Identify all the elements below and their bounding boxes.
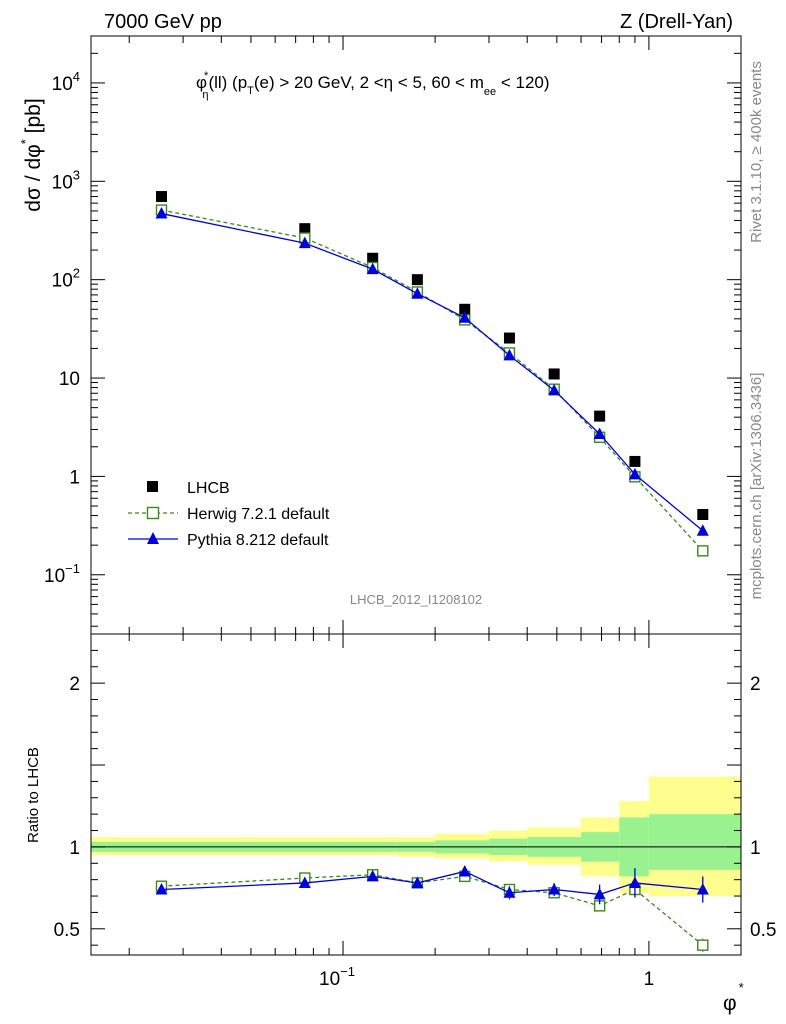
ratio-y-axis-label: Ratio to LHCB — [25, 747, 42, 843]
main-point-pythia-8-212-default — [696, 524, 709, 536]
ratio-point-herwig-7-2-1-default — [697, 939, 709, 951]
x-tick-labels: 10−1 1 — [319, 964, 654, 990]
ratio-line-herwig-7-2-1-default — [161, 874, 704, 946]
title-main: (ll) (p — [208, 73, 247, 92]
title-rest2: < 120) — [496, 73, 549, 92]
ratio-point-pythia-8-212-default — [366, 869, 379, 882]
mcplots-info-text: mcplots.cern.ch [arXiv:1306.3436] — [748, 373, 765, 600]
ylabel-unit: [pb] — [22, 98, 45, 139]
ratio-point-pythia-8-212-default — [503, 886, 516, 898]
ratio-y-tick-label-right: 1 — [750, 838, 761, 859]
title-t-sub: T — [247, 85, 254, 97]
ratio-y-tick-label-right: 0.5 — [750, 920, 776, 941]
main-point-lhcb — [548, 368, 560, 380]
main-point-lhcb — [594, 410, 606, 422]
main-point-lhcb — [697, 508, 709, 520]
ratio-point-pythia-8-212-default — [593, 887, 606, 900]
x-tick-label: 1 — [644, 969, 655, 990]
ratio-point-pythia-8-212-default — [628, 876, 641, 888]
ratio-point-pythia-8-212-default — [548, 882, 561, 895]
title-eta-sub: η — [202, 89, 208, 101]
main-axis-ticks — [91, 35, 742, 634]
analysis-watermark: LHCB_2012_I1208102 — [350, 592, 482, 607]
legend-marker-pythia — [147, 532, 159, 544]
main-point-lhcb — [459, 303, 471, 315]
collision-label: 7000 GeV pp — [104, 11, 222, 33]
ratio-series-layer — [155, 864, 709, 952]
main-point-pythia-8-212-default — [411, 287, 424, 299]
y-tick-label: 104 — [52, 69, 80, 95]
y-tick-label: 1 — [69, 467, 80, 488]
main-point-pythia-8-212-default — [366, 262, 379, 275]
ratio-y-tick-label-left: 0.5 — [54, 920, 80, 941]
plot-title: φ* η(ll) (pT(e) > 20 GeV, 2 <η < 5, 60 < … — [196, 70, 550, 101]
main-point-lhcb — [155, 191, 167, 203]
legend-label-lhcb: LHCB — [187, 480, 230, 497]
title-star: * — [204, 70, 209, 82]
main-point-pythia-8-212-default — [298, 236, 311, 249]
main-point-pythia-8-212-default — [503, 348, 516, 361]
ylabel-text: dσ / dφ — [22, 144, 45, 211]
title-ee-sub: ee — [484, 86, 496, 98]
legend: LHCB Herwig 7.2.1 default Pythia 8.212 d… — [128, 480, 330, 549]
ratio-point-pythia-8-212-default — [155, 882, 168, 895]
y-tick-label: 10 — [59, 369, 80, 390]
main-series-layer — [155, 191, 709, 557]
legend-label-pythia: Pythia 8.212 default — [187, 532, 329, 549]
ratio-point-pythia-8-212-default — [298, 876, 311, 888]
y-tick-label: 10−1 — [44, 561, 80, 587]
x-tick-label: 10−1 — [319, 964, 355, 990]
legend-label-herwig: Herwig 7.2.1 default — [187, 506, 330, 523]
main-point-lhcb — [629, 455, 641, 467]
main-point-lhcb — [503, 332, 515, 344]
title-phi: φ — [196, 73, 207, 92]
main-line-herwig-7-2-1-default — [161, 209, 704, 552]
main-point-lhcb — [367, 252, 379, 264]
ratio-point-pythia-8-212-default — [696, 882, 709, 895]
main-point-herwig-7-2-1-default — [697, 545, 709, 557]
ratio-axis-ticks — [91, 634, 742, 955]
ratio-line-pythia-8-212-default — [161, 870, 703, 896]
legend-marker-lhcb — [147, 481, 158, 492]
main-point-lhcb — [411, 274, 423, 286]
xlabel-star: * — [739, 980, 744, 995]
main-point-pythia-8-212-default — [155, 207, 168, 219]
xlabel-phi: φ — [723, 992, 737, 1015]
process-label: Z (Drell-Yan) — [620, 11, 733, 33]
title-rest1: (e) > 20 GeV, 2 <η < 5, 60 < m — [254, 73, 484, 92]
main-point-pythia-8-212-default — [548, 383, 561, 396]
main-y-axis-label: dσ / dφ* [pb] — [18, 98, 45, 211]
ratio-point-pythia-8-212-default — [411, 876, 424, 888]
main-point-pythia-8-212-default — [458, 311, 471, 323]
y-tick-label: 102 — [52, 266, 80, 292]
ratio-y-tick-label-left: 1 — [69, 838, 80, 859]
ratio-plot-frame — [90, 633, 742, 956]
band-inner-bin — [648, 814, 741, 870]
ylabel-star: * — [18, 139, 33, 144]
main-point-lhcb — [299, 223, 311, 235]
main-point-pythia-8-212-default — [628, 467, 641, 480]
x-axis-label: φ* — [723, 980, 744, 1015]
y-tick-label: 103 — [52, 167, 80, 193]
legend-marker-herwig — [146, 506, 160, 520]
ratio-y-tick-label-left: 2 — [69, 674, 80, 695]
ratio-point-pythia-8-212-default — [458, 864, 471, 877]
ratio-y-tick-labels: 0.5 0.5 1 1 2 2 — [54, 674, 777, 941]
ratio-y-tick-label-right: 2 — [750, 674, 761, 695]
main-point-pythia-8-212-default — [593, 427, 606, 439]
main-line-pythia-8-212-default — [161, 212, 704, 532]
rivet-info-text: Rivet 3.1.10, ≥ 400k events — [748, 61, 765, 243]
